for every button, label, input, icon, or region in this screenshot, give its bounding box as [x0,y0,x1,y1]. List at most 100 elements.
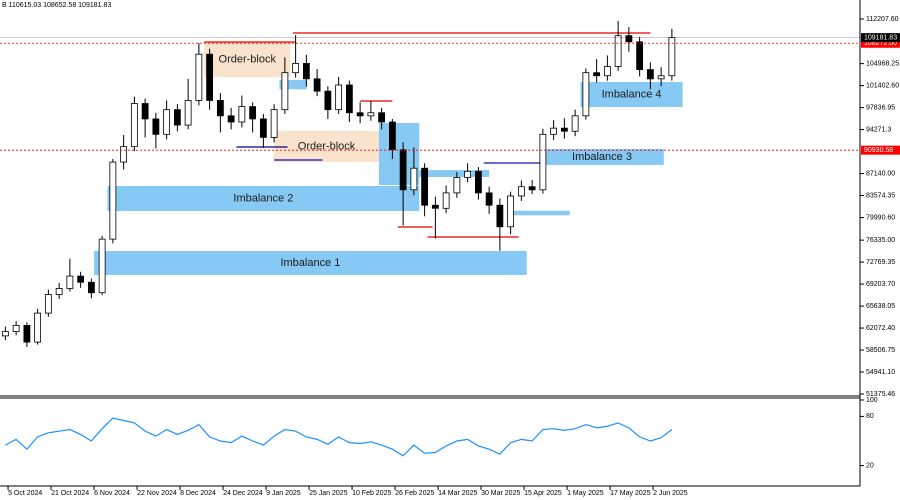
candle-body [302,63,310,80]
candle-body [292,63,300,74]
zone-label: Imbalance 3 [572,151,632,163]
candle-body [173,109,181,126]
candle-body [442,192,450,209]
zone-label: Order-block [298,140,356,152]
candle-body [23,325,31,343]
x-tick-label: 15 Apr 2025 [524,490,562,497]
candle-body [335,84,343,111]
candle-body [410,167,418,191]
zone-label: Imbalance 2 [233,192,293,204]
candle-body [55,288,63,295]
candle-body [582,72,590,117]
x-tick-label: 25 Jan 2025 [309,490,348,497]
x-tick-label: 2 Jun 2025 [653,490,688,497]
candle-body [130,103,138,148]
candle-body [66,275,74,289]
candle-body [367,112,375,117]
candle-body [560,127,568,132]
zone [419,170,490,177]
zone-label: Order-block [219,53,277,65]
candle-body [206,53,214,101]
candle-body [668,37,676,77]
y-tick-label: 65638.05 [866,303,895,310]
y-tick-label: 72769.35 [866,259,895,266]
zones: Order-block Order-block Imbalance 1 Imbalan… [94,41,683,275]
candle-body [646,69,654,80]
y-tick-label: 94271.3 [866,126,891,133]
y-tick-label: 69203.70 [866,281,895,288]
candle-body [399,149,407,191]
indicator-line [5,417,673,457]
x-tick-label: 22 Nov 2024 [137,490,177,497]
x-tick-label: 1 May 2025 [567,490,604,497]
candle-body [141,103,149,120]
candles [1,20,676,347]
candle-body [44,294,52,314]
candle-body [657,75,665,80]
candle-body [195,53,203,101]
x-tick-label: 6 Nov 2024 [94,490,130,497]
candle-body [345,84,353,114]
y-tick-label: 101402.60 [866,82,899,89]
candle-body [550,127,558,135]
y-tick-label: 104968.25 [866,60,899,67]
zone [107,185,420,211]
indicator-panel: 20 80 100 [5,397,878,469]
x-tick-label: 9 Jan 2025 [266,490,301,497]
candle-body [507,195,515,228]
candle-body [464,170,472,178]
indicator-tick-label: 80 [866,413,874,420]
candle-body [216,100,224,117]
zone-label: Imbalance 1 [280,257,340,269]
x-tick-label: 8 Dec 2024 [180,490,216,497]
zone-label: Imbalance 4 [602,88,662,100]
x-tick-label: 17 May 2025 [610,490,651,497]
zone [274,130,379,163]
y-tick-label: 76335.00 [866,237,895,244]
x-tick-label: 26 Feb 2025 [395,490,434,497]
y-tick-label: 51375.46 [866,391,895,398]
price-label: 108272.00 [864,40,897,47]
candle-body [636,41,644,70]
candle-body [249,106,257,120]
candle-body [77,275,85,283]
candle-body [431,204,439,209]
x-tick-label: 24 Dec 2024 [223,490,263,497]
candle-body [356,112,364,117]
y-tick-label: 62072.40 [866,325,895,332]
y-tick-label: 83574.35 [866,192,895,199]
axes: 112207.60 104968.25 101402.60 97836.95 94271… [7,16,899,497]
price-label: 109181.83 [864,34,897,41]
candle-body [109,161,117,240]
y-tick-label: 97836.95 [866,104,895,111]
zone [580,81,683,107]
candle-body [238,106,246,123]
candle-body [324,90,332,111]
candle-body [184,100,192,126]
x-tick-label: 10 Feb 2025 [352,490,391,497]
zone [510,210,570,216]
indicator-tick-label: 100 [866,397,878,404]
candle-body [34,312,42,343]
candle-body [378,112,386,123]
price-label-box [861,33,900,43]
y-tick-label: 79990.60 [866,214,895,221]
candle-body [571,115,579,132]
candle-body [227,115,235,123]
price-label: 90930.58 [864,147,893,154]
x-tick-label: 14 Mar 2025 [438,490,477,497]
candle-body [87,281,95,294]
zone [204,41,291,77]
y-tick-label: 58506.75 [866,347,895,354]
price-label-box [861,145,900,155]
candle-body [528,186,536,191]
indicator-tick-label: 20 [866,462,874,469]
candle-body [453,177,461,194]
levels [204,32,651,238]
candle-body [593,72,601,77]
y-tick-label: 54941.10 [866,369,895,376]
candle-body [539,133,547,191]
